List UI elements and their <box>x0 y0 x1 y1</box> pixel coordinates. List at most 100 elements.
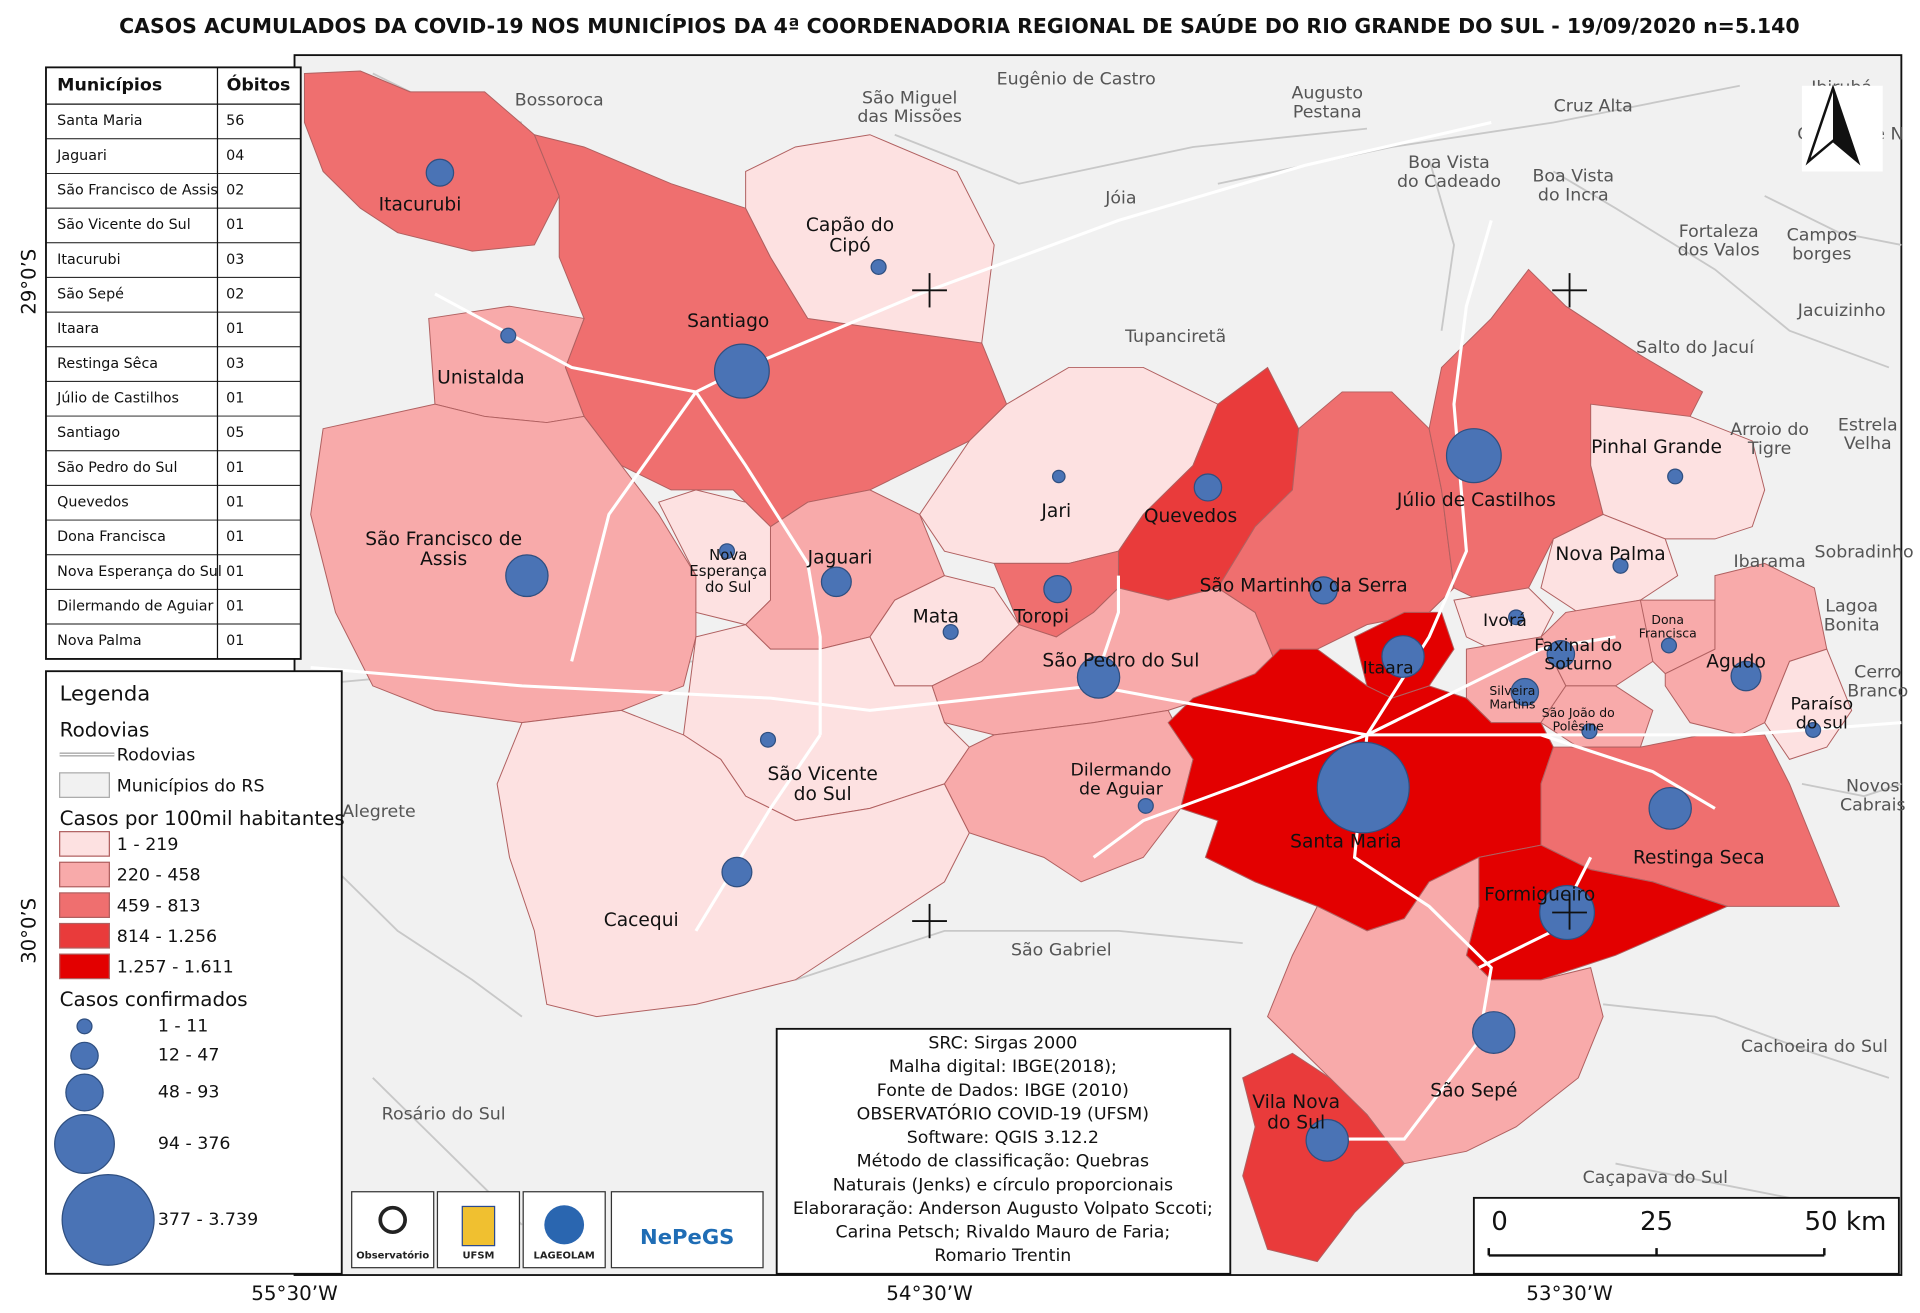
table-cell: Santiago <box>57 425 120 441</box>
case-circle <box>820 566 852 598</box>
legend-circle <box>70 1041 99 1070</box>
legend-swatch <box>59 861 110 888</box>
case-circle <box>759 731 777 748</box>
table-cell: 01 <box>226 633 244 649</box>
municipality-area <box>1664 562 1828 736</box>
neighbor-label: São Gabriel <box>1011 941 1112 961</box>
municipality-label: Esperança <box>689 563 767 580</box>
road <box>1540 733 1716 810</box>
neighbor-label: Augusto <box>1291 84 1363 104</box>
legend-item: 12 - 47 <box>158 1046 220 1066</box>
scale-label: 25 <box>1640 1207 1673 1237</box>
neighbor-label: Branco <box>1847 682 1908 702</box>
case-circle <box>721 856 753 888</box>
legend-swatch <box>59 892 110 918</box>
legend-item: 94 - 376 <box>158 1134 231 1154</box>
neighbor-label: Arroio do <box>1730 420 1809 440</box>
table-cell: 03 <box>226 252 244 268</box>
municipality-label: Martins <box>1489 697 1535 711</box>
municipality-label: Jari <box>1040 501 1071 522</box>
municipality-label: Ivorá <box>1483 611 1527 631</box>
table-cell: Itacurubi <box>57 252 120 268</box>
neighbor-label: Cruz Alta <box>1554 97 1633 117</box>
table-cell: 01 <box>226 599 244 615</box>
legend-heading: Casos confirmados <box>60 988 248 1011</box>
neighbor-label: Boa Vista <box>1532 167 1614 187</box>
case-circle <box>1581 723 1598 740</box>
municipality-label: Cacequi <box>604 910 679 931</box>
municipality-label: do sul <box>1796 714 1848 734</box>
municipality-label: São Martinho da Serra <box>1200 576 1408 597</box>
neighbor-label: Alegrete <box>342 802 415 822</box>
case-circle <box>1051 469 1066 484</box>
legend-item: 459 - 813 <box>117 896 201 916</box>
municipality-label: Silveira <box>1489 684 1535 698</box>
table-cell: Dilermando de Aguiar <box>57 599 213 615</box>
neighbor-label: das Missões <box>857 107 962 127</box>
case-circle <box>505 554 549 598</box>
legend-swatch <box>59 953 110 980</box>
info-line: Software: QGIS 3.12.2 <box>907 1128 1099 1148</box>
municipality-area <box>1266 856 1604 1165</box>
legend-circle <box>61 1173 155 1266</box>
neighbor-label: Caçapava do Sul <box>1583 1168 1728 1188</box>
neighbor-label: Salto do Jacuí <box>1636 338 1755 358</box>
legend-heading: Rodovias <box>60 719 150 742</box>
municipality-label: Quevedos <box>1144 506 1237 527</box>
case-circle <box>1546 639 1576 669</box>
municipality-label: Nova <box>709 547 747 564</box>
legend-item: 814 - 1.256 <box>117 927 217 947</box>
neighbor-label: Tigre <box>1747 439 1791 459</box>
legend-item: 1.257 - 1.611 <box>117 958 234 978</box>
table-cell: 02 <box>226 287 244 303</box>
case-circle <box>1612 557 1629 574</box>
table-cell: 05 <box>226 425 244 441</box>
info-box <box>775 1027 1232 1275</box>
table-cell: 56 <box>226 113 244 129</box>
neighbor-label: Cachoeira do Sul <box>1741 1037 1888 1057</box>
municipality-label: Itacurubi <box>379 195 462 216</box>
neighbor-label: Bossoroca <box>515 91 604 111</box>
logo-icon <box>461 1205 496 1247</box>
table-cell: 01 <box>226 529 244 545</box>
municipality-label: Soturno <box>1544 655 1612 675</box>
longitude-label: 54°30’W <box>886 1282 973 1305</box>
longitude-label: 53°30’W <box>1526 1282 1613 1305</box>
neighbor-label: Pestana <box>1293 102 1362 122</box>
neighbor-label: Velha <box>1844 434 1892 454</box>
neighbor-border <box>894 127 1368 185</box>
road <box>1329 734 1493 1141</box>
table-cell: 03 <box>226 356 244 372</box>
table-box <box>45 66 302 660</box>
table-header: Municípios <box>57 76 162 96</box>
legend-heading: Casos por 100mil habitantes <box>60 807 345 830</box>
neighbor-label: Cabrais <box>1840 796 1906 816</box>
road <box>694 391 822 735</box>
case-circle <box>1648 786 1692 830</box>
neighbor-label: do Incra <box>1538 186 1609 206</box>
title: CASOS ACUMULADOS DA COVID-19 NOS MUNICÍP… <box>119 13 1800 38</box>
table-cell: São Vicente do Sul <box>57 217 191 233</box>
neighbor-label: dos Valos <box>1678 241 1760 261</box>
info-line: OBSERVATÓRIO COVID-19 (UFSM) <box>857 1103 1149 1125</box>
neighbor-border <box>1603 1003 1890 1079</box>
neighbor-label: Lagoa <box>1825 597 1878 617</box>
municipality-label: São Vicente <box>767 764 877 785</box>
municipality-area <box>428 305 585 424</box>
info-line: Elaboraração: Anderson Augusto Volpato S… <box>793 1199 1213 1219</box>
info-line: SRC: Sirgas 2000 <box>928 1034 1077 1054</box>
case-circle <box>713 343 770 399</box>
municipality-label: Paraíso <box>1790 695 1853 715</box>
info-line: Fonte de Dados: IBGE (2010) <box>877 1081 1129 1101</box>
legend-circle <box>54 1113 115 1174</box>
legend-item: 1 - 11 <box>158 1016 209 1036</box>
case-circle <box>1510 677 1540 707</box>
legend-item: 1 - 219 <box>117 835 179 855</box>
legend-circle <box>76 1018 93 1035</box>
case-circle <box>1043 575 1072 604</box>
case-circle <box>1137 797 1154 814</box>
neighbor-label: Campos <box>1787 226 1857 246</box>
logo-text: NePeGS <box>640 1225 734 1249</box>
legend-item: Rodovias <box>117 746 195 766</box>
